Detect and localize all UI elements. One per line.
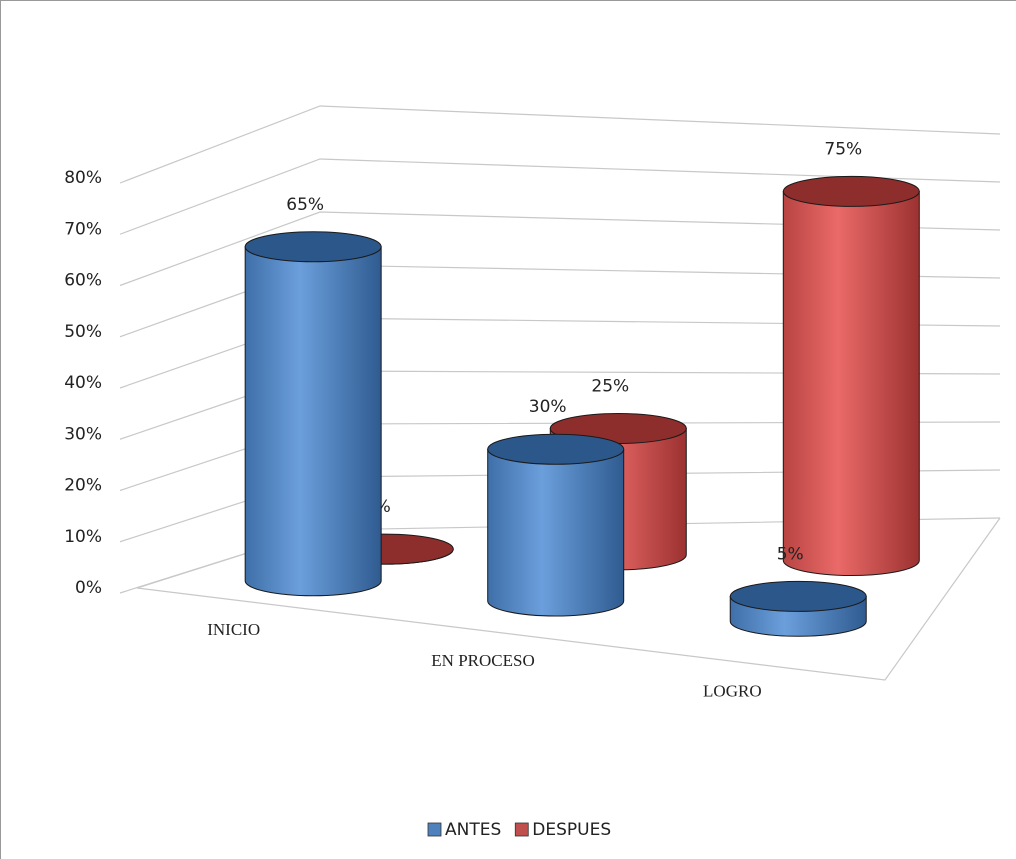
cylinder-body — [244, 246, 382, 597]
cylinder — [729, 580, 867, 637]
y-tick-label: 30% — [64, 424, 102, 444]
y-tick-label: 0% — [75, 578, 102, 598]
y-tick-label: 50% — [64, 322, 102, 342]
cylinder-top — [244, 231, 382, 263]
y-tick-label: 60% — [64, 271, 102, 291]
data-label: 65% — [286, 195, 324, 215]
cylinder-body — [487, 448, 625, 617]
cylinder — [244, 231, 382, 597]
cylinder — [487, 433, 625, 617]
y-tick-label: 80% — [64, 168, 102, 188]
data-label: 30% — [529, 397, 567, 417]
grid-line — [119, 105, 1001, 184]
x-tick-label: EN PROCESO — [431, 651, 534, 670]
y-tick-label: 70% — [64, 219, 102, 239]
legend-label: DESPUES — [532, 820, 611, 840]
legend-label: ANTES — [445, 820, 501, 840]
cylinder-top — [729, 580, 867, 612]
cylinder-top — [487, 433, 625, 465]
floor-edge — [136, 517, 1001, 681]
x-tick-label: LOGRO — [703, 682, 762, 701]
y-tick-label: 40% — [64, 373, 102, 393]
y-tick-label: 20% — [64, 476, 102, 496]
cylinder — [782, 175, 920, 577]
data-label: 75% — [824, 139, 862, 159]
data-label: 5% — [777, 544, 804, 564]
data-label: 25% — [591, 376, 629, 396]
legend-swatch — [427, 822, 442, 837]
cylinder-top — [782, 175, 920, 207]
cylinder-body — [782, 190, 920, 577]
y-tick-label: 10% — [64, 527, 102, 547]
x-tick-label: INICIO — [207, 620, 260, 639]
grid-line — [119, 211, 1001, 287]
grid-line — [119, 158, 1001, 235]
legend-swatch — [514, 822, 529, 837]
